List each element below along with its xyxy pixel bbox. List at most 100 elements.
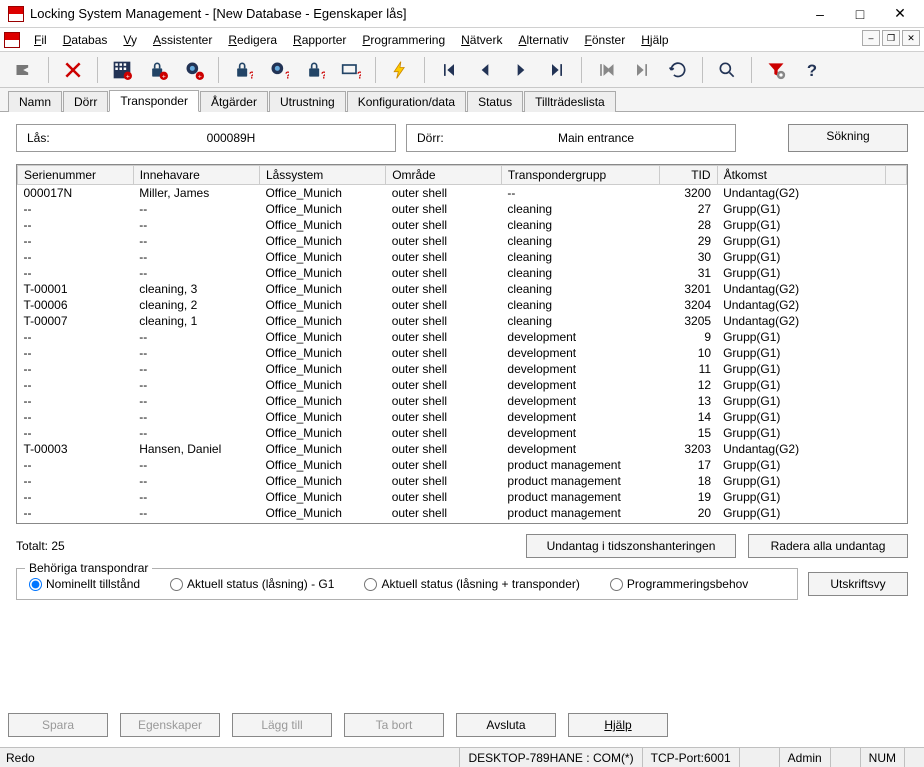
table-row[interactable]: ----Office_Munichouter shellcleaning31Gr… [18, 265, 907, 281]
col-åtkomst[interactable]: Åtkomst [717, 166, 885, 185]
tab-tillträdeslista[interactable]: Tillträdeslista [524, 91, 616, 112]
tab-dörr[interactable]: Dörr [63, 91, 108, 112]
matrix-icon[interactable]: + [105, 55, 139, 85]
skip-icon[interactable] [625, 55, 659, 85]
svg-text:?: ? [357, 70, 361, 80]
device-help-icon[interactable]: ? [334, 55, 368, 85]
table-row[interactable]: ----Office_Munichouter shellcleaning29Gr… [18, 233, 907, 249]
menu-fil[interactable]: Fil [26, 30, 55, 50]
titlebar: Locking System Management - [New Databas… [0, 0, 924, 28]
properties-button[interactable]: Egenskaper [120, 713, 220, 737]
delete-all-button[interactable]: Radera alla undantag [748, 534, 908, 558]
search-button[interactable]: Sökning [788, 124, 908, 152]
table-row[interactable]: T-00006cleaning, 2Office_Munichouter she… [18, 297, 907, 313]
svg-text:?: ? [321, 70, 325, 80]
close-button-bottom[interactable]: Avsluta [456, 713, 556, 737]
table-row[interactable]: 000017NMiller, JamesOffice_Munichouter s… [18, 185, 907, 202]
transponder-help-icon[interactable]: ? [262, 55, 296, 85]
menu-databas[interactable]: Databas [55, 30, 116, 50]
bottom-button-bar: Spara Egenskaper Lägg till Ta bort Avslu… [0, 703, 924, 747]
table-row[interactable]: ----Office_Munichouter shellproduct mana… [18, 489, 907, 505]
lock-value: 000089H [77, 131, 385, 145]
table-row[interactable]: ----Office_Munichouter shellproduct mana… [18, 457, 907, 473]
help-button[interactable]: Hjälp [568, 713, 668, 737]
table-row[interactable]: ----Office_Munichouter shellproduct mana… [18, 473, 907, 489]
table-row[interactable]: ----Office_Munichouter shellcleaning28Gr… [18, 217, 907, 233]
maximize-button[interactable]: □ [840, 1, 880, 27]
status-port: TCP-Port:6001 [642, 748, 739, 767]
menu-alternativ[interactable]: Alternativ [510, 30, 576, 50]
table-row[interactable]: ----Office_Munichouter shellcleaning27Gr… [18, 201, 907, 217]
help-icon[interactable]: ? [795, 55, 829, 85]
disconnect-icon[interactable] [56, 55, 90, 85]
toolbar: + + + ? ? ? ? ? [0, 52, 924, 88]
col-område[interactable]: Område [386, 166, 502, 185]
login-icon[interactable] [7, 55, 41, 85]
save-button[interactable]: Spara [8, 713, 108, 737]
last-icon[interactable] [540, 55, 574, 85]
table-row[interactable]: ----Office_Munichouter shellproduct mana… [18, 521, 907, 524]
search-icon[interactable] [710, 55, 744, 85]
lock-read-icon[interactable]: ? [298, 55, 332, 85]
tab-status[interactable]: Status [467, 91, 523, 112]
col-innehavare[interactable]: Innehavare [133, 166, 259, 185]
table-row[interactable]: ----Office_Munichouter shellcleaning30Gr… [18, 249, 907, 265]
lock-help-icon[interactable]: ? [226, 55, 260, 85]
table-row[interactable]: ----Office_Munichouter shelldevelopment9… [18, 329, 907, 345]
menu-fönster[interactable]: Fönster [577, 30, 634, 50]
mdi-minimize-icon[interactable]: – [862, 30, 880, 46]
first-icon[interactable] [432, 55, 466, 85]
table-wrapper[interactable]: SerienummerInnehavareLåssystemOmrådeTran… [16, 164, 908, 524]
menu-redigera[interactable]: Redigera [220, 30, 285, 50]
tab-utrustning[interactable]: Utrustning [269, 91, 346, 112]
table-row[interactable]: ----Office_Munichouter shellproduct mana… [18, 505, 907, 521]
tab-transponder[interactable]: Transponder [109, 90, 199, 112]
prev-icon[interactable] [468, 55, 502, 85]
status-num: NUM [860, 748, 904, 767]
svg-text:?: ? [285, 70, 289, 80]
add-button[interactable]: Lägg till [232, 713, 332, 737]
swap-icon[interactable] [589, 55, 623, 85]
table-row[interactable]: T-00003Hansen, DanielOffice_Munichouter … [18, 441, 907, 457]
flash-icon[interactable] [383, 55, 417, 85]
filter-settings-icon[interactable] [759, 55, 793, 85]
next-icon[interactable] [504, 55, 538, 85]
radio-current-lock-tr[interactable]: Aktuell status (låsning + transponder) [364, 577, 579, 591]
table-row[interactable]: ----Office_Munichouter shelldevelopment1… [18, 361, 907, 377]
table-row[interactable]: ----Office_Munichouter shelldevelopment1… [18, 377, 907, 393]
col-transpondergrupp[interactable]: Transpondergrupp [501, 166, 659, 185]
transponder-add-icon[interactable]: + [177, 55, 211, 85]
tab-namn[interactable]: Namn [8, 91, 62, 112]
exception-button[interactable]: Undantag i tidszonshanteringen [526, 534, 736, 558]
col-tid[interactable]: TID [659, 166, 717, 185]
menu-programmering[interactable]: Programmering [354, 30, 453, 50]
table-row[interactable]: ----Office_Munichouter shelldevelopment1… [18, 345, 907, 361]
col-serienummer[interactable]: Serienummer [18, 166, 134, 185]
tab-konfiguration/data[interactable]: Konfiguration/data [347, 91, 466, 112]
table-row[interactable]: ----Office_Munichouter shelldevelopment1… [18, 393, 907, 409]
menu-vy[interactable]: Vy [115, 30, 145, 50]
table-row[interactable]: T-00007cleaning, 1Office_Munichouter she… [18, 313, 907, 329]
close-button[interactable]: ✕ [880, 1, 920, 27]
table-row[interactable]: ----Office_Munichouter shelldevelopment1… [18, 425, 907, 441]
remove-button[interactable]: Ta bort [344, 713, 444, 737]
menu-hjälp[interactable]: Hjälp [633, 30, 676, 50]
lock-add-icon[interactable]: + [141, 55, 175, 85]
print-button[interactable]: Utskriftsvy [808, 572, 908, 596]
radio-current-g1[interactable]: Aktuell status (låsning) - G1 [170, 577, 334, 591]
menu-nätverk[interactable]: Nätverk [453, 30, 510, 50]
radio-prog-need[interactable]: Programmeringsbehov [610, 577, 748, 591]
menu-rapporter[interactable]: Rapporter [285, 30, 354, 50]
minimize-button[interactable]: – [800, 1, 840, 27]
mdi-restore-icon[interactable]: ❐ [882, 30, 900, 46]
table-row[interactable]: ----Office_Munichouter shelldevelopment1… [18, 409, 907, 425]
window-title: Locking System Management - [New Databas… [30, 6, 800, 21]
table-row[interactable]: T-00001cleaning, 3Office_Munichouter she… [18, 281, 907, 297]
mdi-icon [4, 32, 20, 48]
tab-åtgärder[interactable]: Åtgärder [200, 91, 268, 112]
mdi-close-icon[interactable]: ✕ [902, 30, 920, 46]
refresh-icon[interactable] [661, 55, 695, 85]
radio-nominal[interactable]: Nominellt tillstånd [29, 577, 140, 591]
menu-assistenter[interactable]: Assistenter [145, 30, 220, 50]
col-låssystem[interactable]: Låssystem [259, 166, 385, 185]
